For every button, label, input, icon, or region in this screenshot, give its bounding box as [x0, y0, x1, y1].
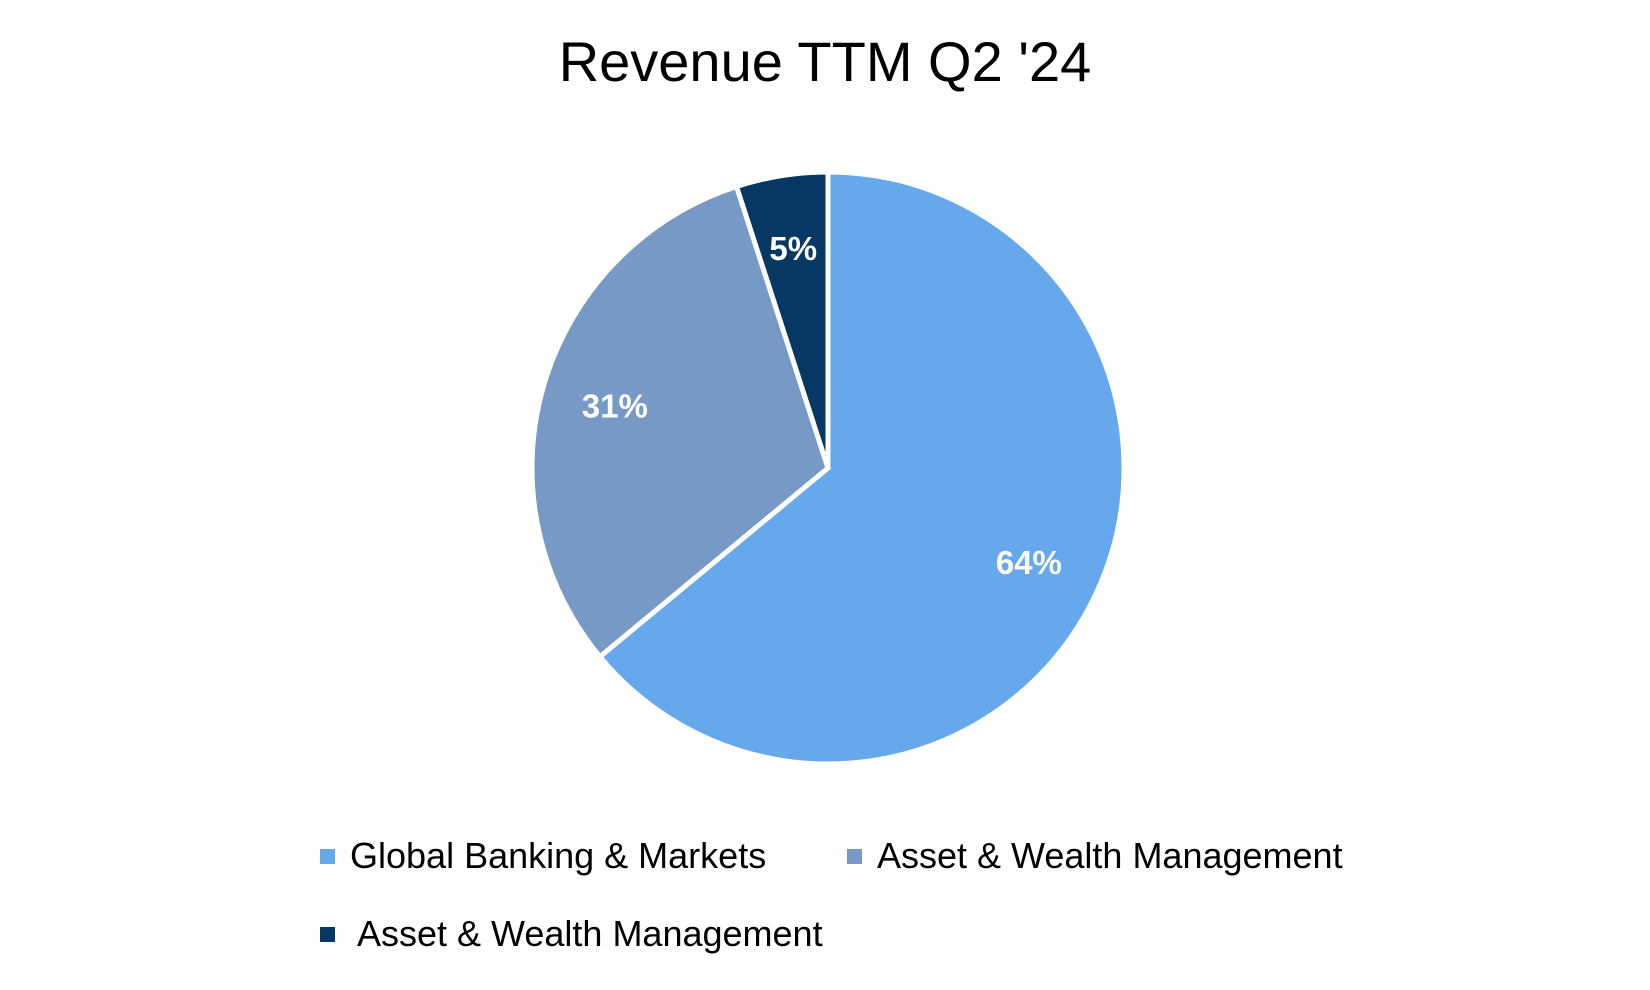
legend-label: Asset & Wealth Management: [357, 913, 823, 954]
pie-slice-0: [597, 169, 1127, 767]
pie-slice-1: [529, 183, 831, 660]
legend-item-global-banking-markets: Global Banking & Markets: [320, 835, 767, 876]
data-label-0: 64%: [996, 544, 1062, 581]
chart-title: Revenue TTM Q2 '24: [558, 30, 1092, 93]
legend-swatch-icon: [320, 926, 335, 942]
legend-item-asset-wealth-management-2: Asset & Wealth Management: [320, 913, 823, 954]
data-label-2: 5%: [769, 230, 817, 267]
pie-slices: [529, 169, 1127, 767]
pie-slice-2: [734, 169, 831, 471]
legend-label: Asset & Wealth Management: [877, 835, 1343, 876]
legend-label: Global Banking & Markets: [350, 835, 767, 876]
pie-data-labels: 64% 31% 5%: [582, 230, 1062, 581]
legend-swatch-icon: [320, 848, 335, 864]
data-label-1: 31%: [582, 388, 648, 425]
legend-swatch-icon: [847, 848, 862, 864]
legend-item-asset-wealth-management: Asset & Wealth Management: [847, 835, 1343, 876]
